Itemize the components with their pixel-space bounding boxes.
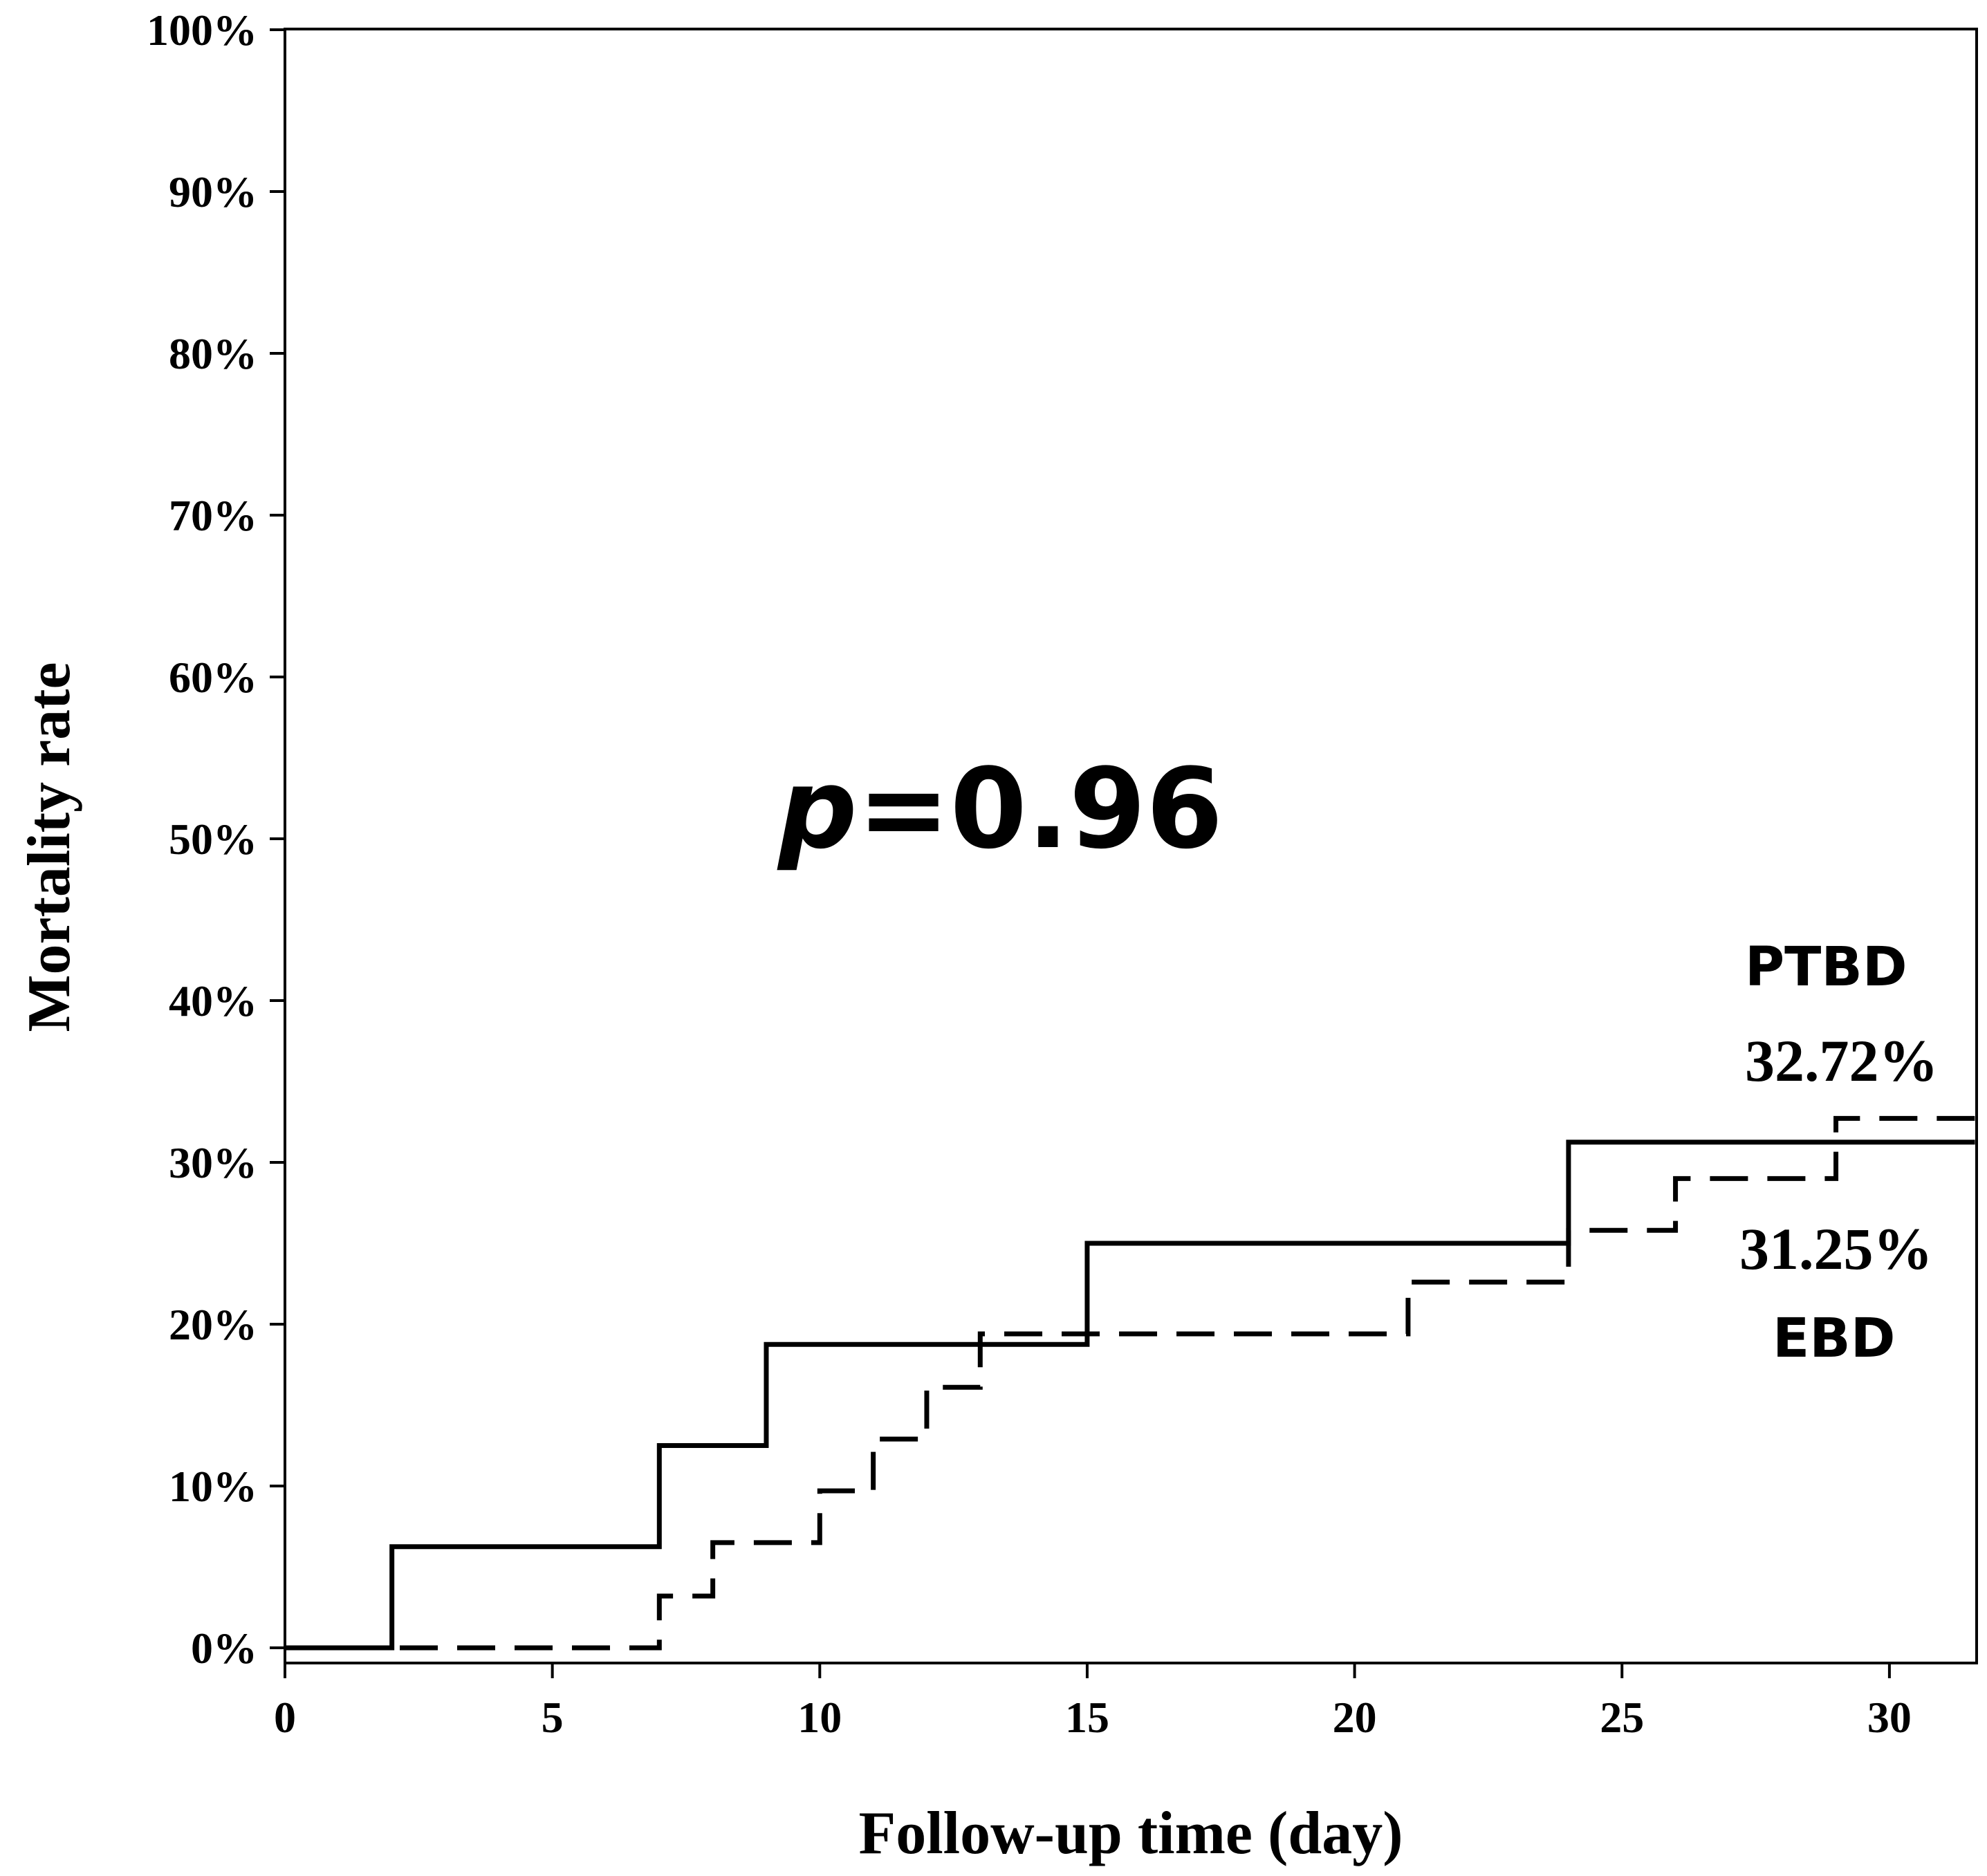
y-tick-label: 10% [169, 1462, 257, 1511]
y-tick-label: 100% [147, 6, 257, 55]
y-axis-title: Mortality rate [16, 662, 83, 1032]
ebd-value-label: 31.25% [1739, 1216, 1933, 1282]
y-tick-label: 70% [169, 491, 257, 540]
y-tick-label: 40% [169, 976, 257, 1025]
p-number: =0.96 [858, 744, 1223, 873]
x-tick-label: 25 [1600, 1693, 1644, 1742]
y-tick-label: 80% [169, 329, 257, 378]
series-line-ebd [285, 1140, 1975, 1651]
x-tick-label: 0 [274, 1693, 296, 1742]
x-axis: 0 5 10 15 20 25 30 [274, 1663, 1912, 1742]
y-tick-label: 90% [169, 167, 257, 216]
x-tick-label: 20 [1333, 1693, 1377, 1742]
y-tick-label: 30% [169, 1138, 257, 1187]
p-symbol: p [777, 744, 858, 873]
x-tick-label: 15 [1065, 1693, 1109, 1742]
series-line-ptbd [285, 1115, 1975, 1651]
x-axis-title: Follow-up time (day) [858, 1800, 1403, 1867]
y-tick-label: 60% [169, 653, 257, 702]
ptbd-label: PTBD [1745, 936, 1907, 999]
p-value-annotation: p=0.96 [777, 744, 1223, 873]
y-tick-label: 0% [191, 1624, 257, 1673]
x-tick-label: 5 [542, 1693, 564, 1742]
y-tick-label: 20% [169, 1300, 257, 1349]
ptbd-value-label: 32.72% [1745, 1028, 1939, 1094]
x-tick-label: 30 [1867, 1693, 1912, 1742]
x-tick-label: 10 [797, 1693, 842, 1742]
y-axis: 0% 10% 20% 30% 40% 50% 60% 70% 80% 90% 100% [147, 6, 285, 1673]
series-layer [285, 1115, 1975, 1651]
ebd-label: EBD [1773, 1308, 1895, 1370]
y-tick-label: 50% [169, 815, 257, 864]
plot-frame [284, 28, 1978, 1664]
